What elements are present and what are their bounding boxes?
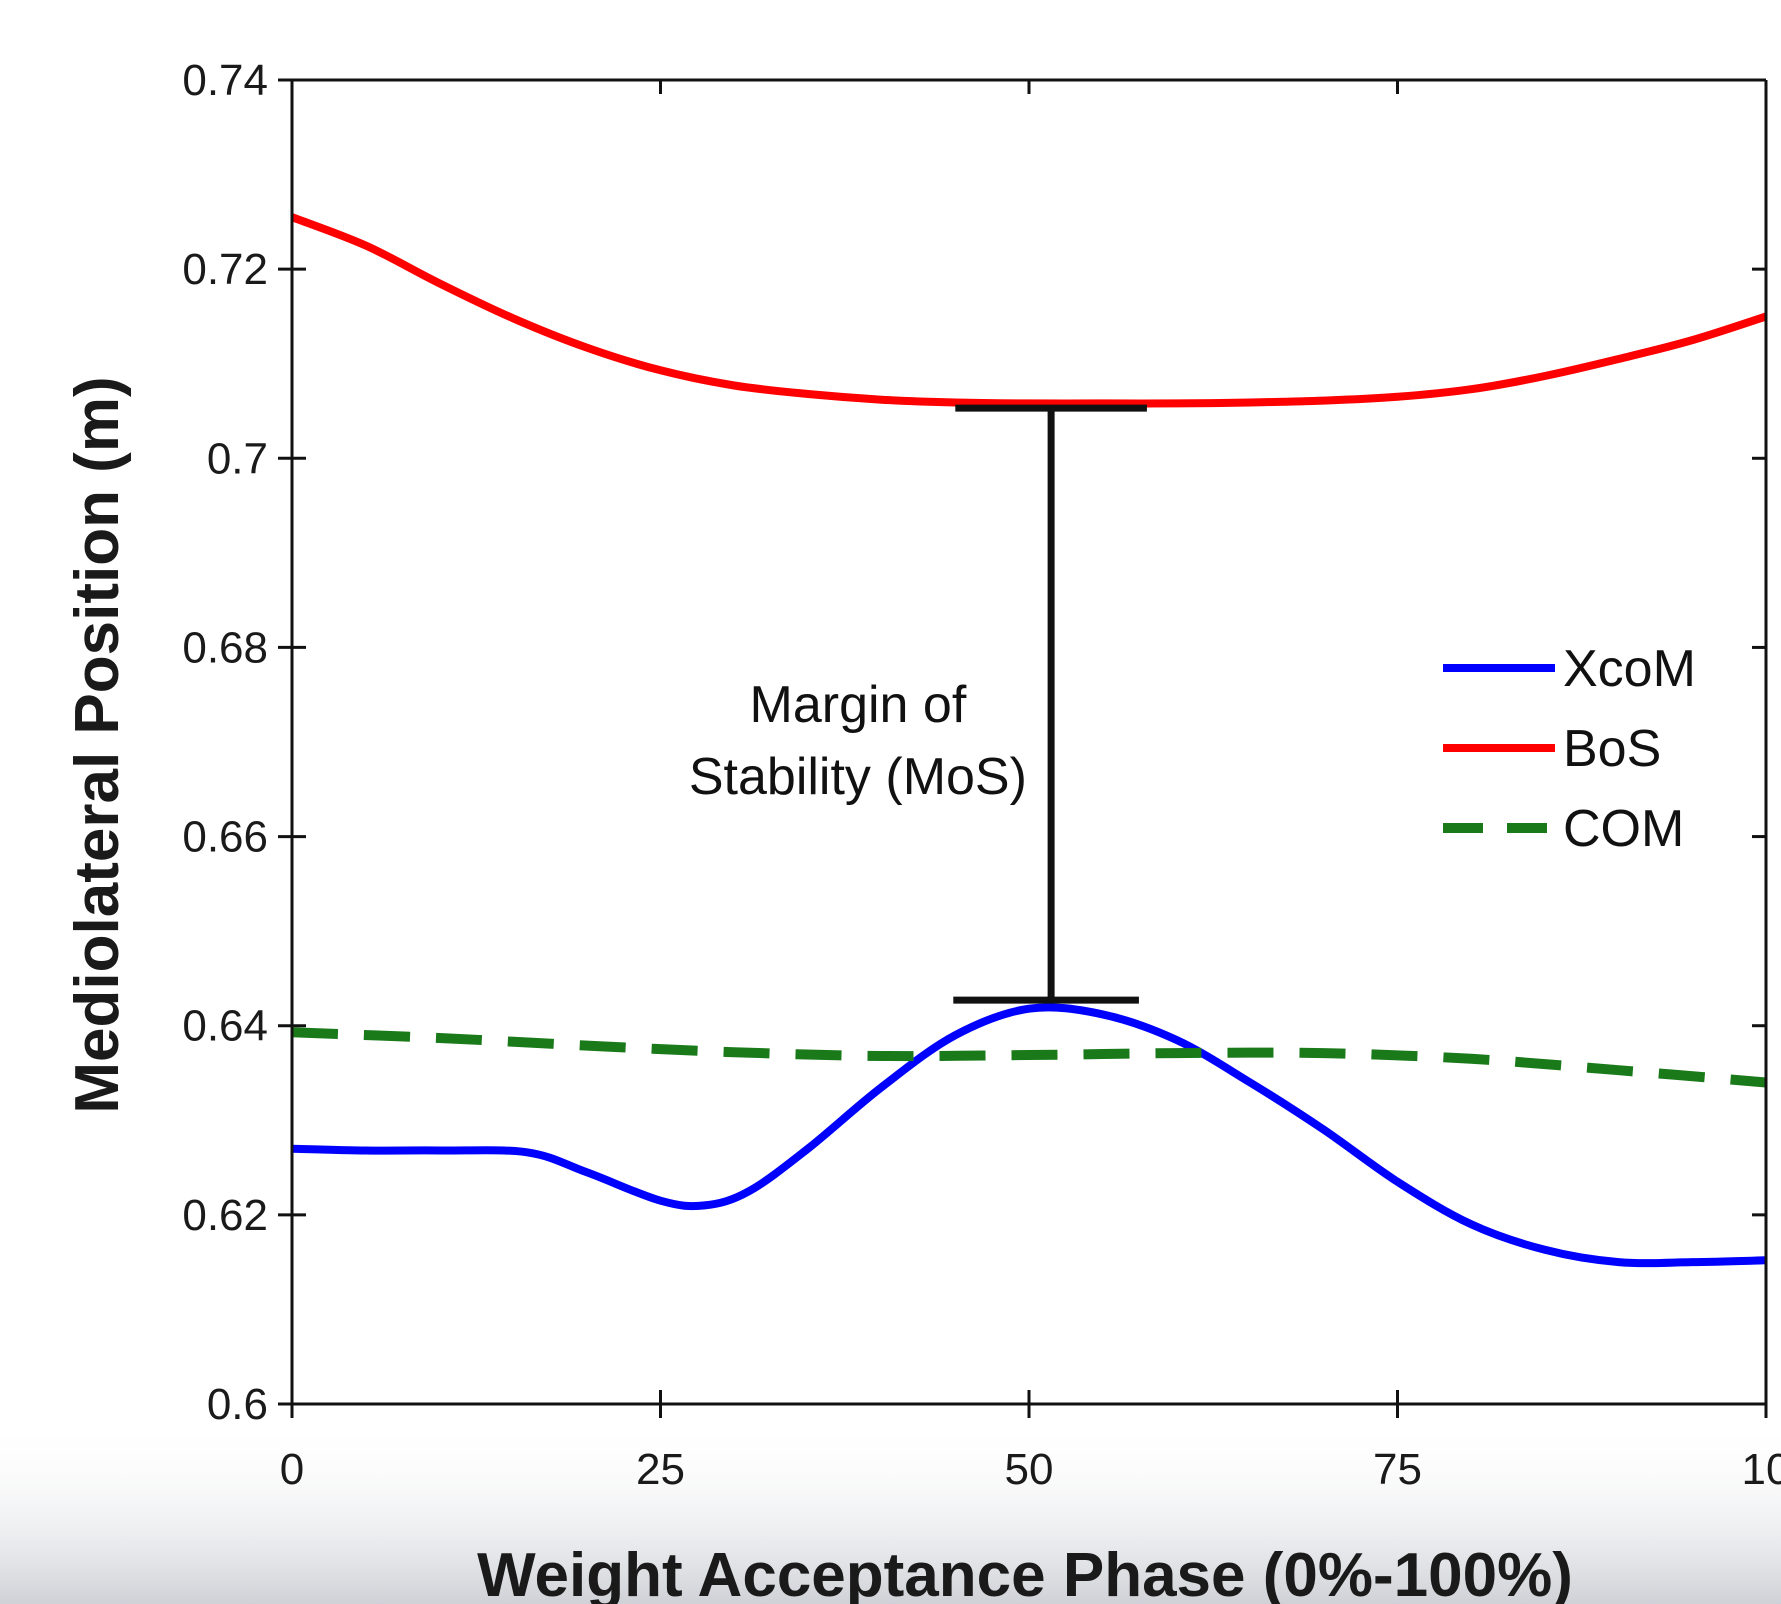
y-axis-title: Mediolateral Position (m) <box>63 376 132 1113</box>
y-tick-label: 0.66 <box>182 813 268 862</box>
series-line-bos <box>290 213 1768 408</box>
x-tick-label: 10 <box>1742 1445 1781 1494</box>
y-tick-label: 0.68 <box>182 623 268 672</box>
legend-label-xcom: XcoM <box>1563 640 1696 698</box>
mos-bracket <box>953 404 1147 1004</box>
y-tick-label: 0.6 <box>207 1380 268 1429</box>
x-tick-label: 75 <box>1373 1445 1422 1494</box>
background-wash <box>0 1420 1781 1604</box>
x-tick-label: 0 <box>280 1445 304 1494</box>
y-tick-label: 0.64 <box>182 1002 268 1051</box>
annotation-text-line: Margin of <box>750 676 967 734</box>
plot-area <box>292 80 1766 1404</box>
y-tick-label: 0.72 <box>182 245 268 294</box>
plot-background <box>292 80 1766 1404</box>
y-tick-label: 0.62 <box>182 1191 268 1240</box>
annotation: Margin of Stability (MoS) <box>689 676 1027 806</box>
legend-label-bos: BoS <box>1563 720 1661 778</box>
x-tick-label: 50 <box>1005 1445 1054 1494</box>
series-layer <box>290 213 1768 1268</box>
annotation-text-line: Stability (MoS) <box>689 748 1027 806</box>
legend: XcoM BoS COM <box>1443 640 1696 858</box>
x-axis-title: Weight Acceptance Phase (0%-100%) <box>477 1541 1573 1604</box>
y-tick-label: 0.74 <box>182 56 268 105</box>
x-tick-label: 25 <box>636 1445 685 1494</box>
axes: 0.6 0.62 0.64 0.66 0.68 0.7 0.72 0.74 0 25 50 75 10 <box>182 56 1781 1494</box>
y-tick-label: 0.7 <box>207 434 268 483</box>
series-line-com <box>291 1027 1767 1088</box>
series-line-xcom <box>291 1003 1767 1268</box>
legend-label-com: COM <box>1563 800 1684 858</box>
